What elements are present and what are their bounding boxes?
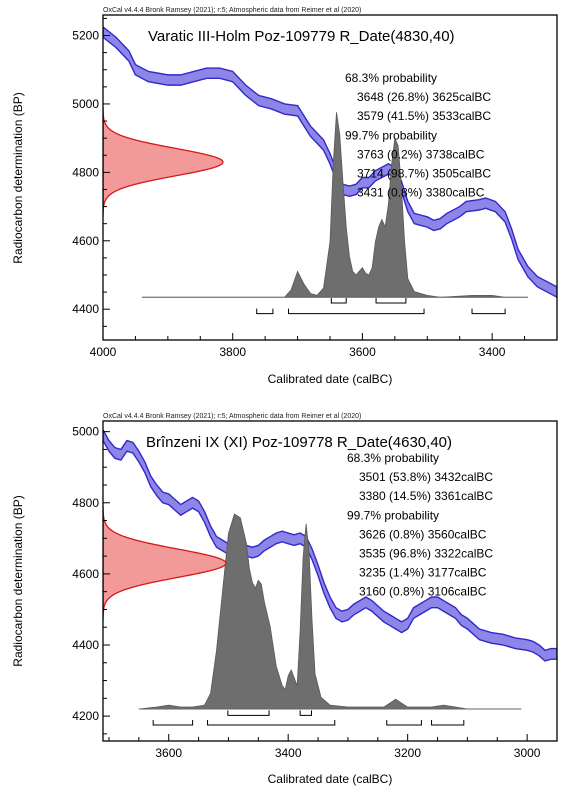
x-tick-label: 3800 [219, 345, 246, 359]
range-68-bracket-0 [227, 710, 270, 716]
radiocarbon-gaussian [103, 107, 224, 217]
calibrated-distribution [138, 513, 522, 710]
chart-title: Varatic III-Holm Poz-109779 R_Date(4830,… [148, 28, 455, 45]
probability-range: 3648 (26.8%) 3625calBC [357, 90, 491, 104]
probability-range: 3501 (53.8%) 3432calBC [359, 470, 493, 484]
probability-range: 3535 (96.8%) 3322calBC [359, 547, 493, 561]
x-tick-label: 3000 [514, 746, 541, 760]
calibrated-distribution [141, 112, 528, 298]
calibration-curve-band [103, 26, 557, 299]
probability-range: 3579 (41.5%) 3533calBC [357, 109, 491, 123]
probability-range: 3431 (0.8%) 3380calBC [357, 186, 485, 200]
probability-heading: 99.7% probability [345, 128, 437, 142]
oxcal-credit: OxCal v4.4.4 Bronk Ramsey (2021); r:5; A… [103, 413, 361, 420]
y-tick-label: 4200 [72, 709, 99, 723]
x-tick-label: 3400 [479, 345, 506, 359]
x-tick-label: 3600 [349, 345, 376, 359]
probability-range: 3626 (0.8%) 3560calBC [359, 527, 487, 541]
y-tick-label: 4800 [72, 165, 99, 179]
probability-range: 3160 (0.8%) 3106calBC [359, 585, 487, 599]
probability-range: 3714 (98.7%) 3505calBC [357, 167, 491, 181]
probability-heading: 68.3% probability [347, 451, 439, 465]
range-68-bracket-1 [299, 710, 312, 716]
y-tick-label: 4600 [72, 567, 99, 581]
range-99-bracket-3 [431, 720, 465, 726]
x-tick-label: 3600 [155, 746, 182, 760]
y-tick-label: 5200 [72, 29, 99, 43]
plot-frame [102, 420, 558, 742]
y-axis-label: Radiocarbon determination (BP) [11, 92, 25, 263]
probability-heading: 99.7% probability [347, 508, 439, 522]
probability-heading: 68.3% probability [345, 71, 437, 85]
x-tick-label: 3400 [275, 746, 302, 760]
range-68-bracket-1 [375, 298, 407, 304]
probability-range: 3763 (0.2%) 3738calBC [357, 147, 485, 161]
y-tick-label: 4600 [72, 234, 99, 248]
y-tick-label: 5000 [72, 97, 99, 111]
probability-range: 3380 (14.5%) 3361calBC [359, 489, 493, 503]
plot-area [103, 428, 557, 726]
range-99-bracket-1 [207, 720, 336, 726]
y-tick-label: 4800 [72, 496, 99, 510]
chart-title: Brînzeni IX (XI) Poz-109778 R_Date(4630,… [146, 434, 452, 451]
range-99-bracket-1 [287, 308, 425, 315]
x-axis-label: Calibrated date (calBC) [268, 372, 393, 386]
range-99-bracket-0 [152, 720, 194, 726]
range-99-bracket-0 [256, 308, 274, 315]
y-tick-label: 5000 [72, 425, 99, 439]
probability-range: 3235 (1.4%) 3177calBC [359, 566, 487, 580]
x-tick-label: 4000 [90, 345, 117, 359]
range-68-bracket-0 [330, 298, 347, 304]
y-tick-label: 4400 [72, 638, 99, 652]
plot-area [103, 26, 557, 315]
radiocarbon-gaussian [103, 506, 227, 621]
x-axis-label: Calibrated date (calBC) [268, 772, 393, 786]
range-99-bracket-2 [386, 720, 422, 726]
calibration-curve-band [103, 428, 557, 662]
x-tick-label: 3200 [394, 746, 421, 760]
oxcal-credit: OxCal v4.4.4 Bronk Ramsey (2021); r:5; A… [103, 7, 361, 14]
y-tick-label: 4400 [72, 302, 99, 316]
y-axis-label: Radiocarbon determination (BP) [11, 495, 25, 666]
range-99-bracket-2 [471, 308, 506, 315]
